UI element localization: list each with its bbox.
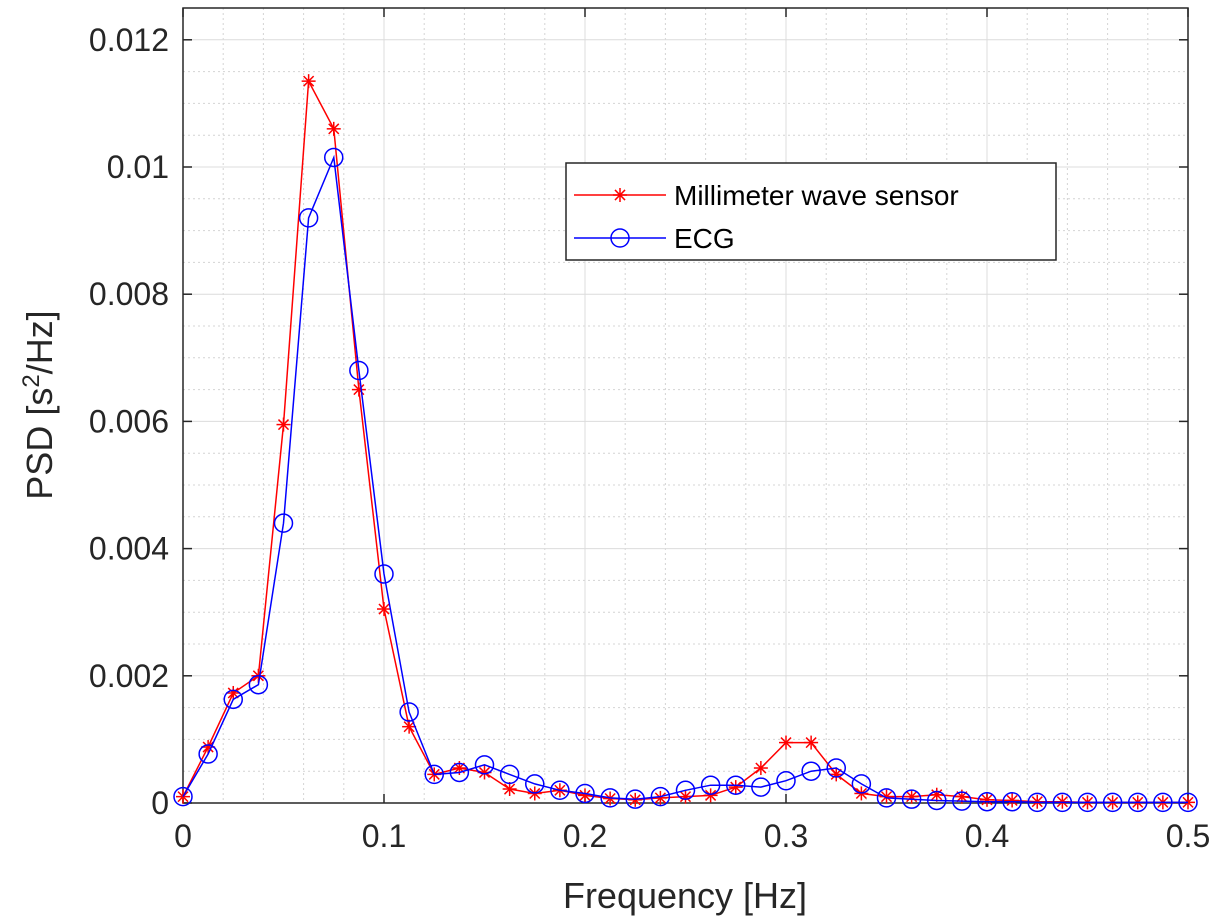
legend-label-millimeter: Millimeter wave sensor	[674, 180, 959, 211]
data-point-ecg	[1128, 792, 1148, 813]
data-point-ecg	[298, 208, 319, 228]
plot-area	[183, 8, 1188, 803]
data-point-ecg	[223, 689, 243, 710]
x-tick-label: 0.4	[965, 818, 1009, 854]
data-point-millimeter-wave	[276, 417, 291, 432]
data-point-ecg	[424, 764, 444, 785]
data-point-ecg	[1002, 791, 1022, 812]
x-axis-title: Frequency [Hz]	[563, 875, 807, 916]
data-point-millimeter-wave	[703, 788, 718, 803]
data-point-ecg	[1052, 792, 1073, 813]
y-tick-label: 0	[151, 785, 169, 821]
x-tick-label: 0.5	[1166, 818, 1210, 854]
y-axis-title-suffix: /Hz]	[19, 310, 60, 374]
data-point-ecg	[1102, 792, 1123, 813]
legend-circle-marker	[610, 228, 630, 248]
y-tick-label: 0.002	[89, 658, 169, 694]
data-point-ecg	[952, 791, 972, 811]
data-point-ecg	[801, 761, 821, 781]
data-point-ecg	[374, 564, 394, 584]
data-point-millimeter-wave	[678, 789, 693, 804]
data-point-ecg	[173, 786, 193, 807]
data-point-ecg	[751, 777, 771, 797]
data-point-ecg	[399, 702, 419, 722]
data-point-ecg	[851, 774, 872, 794]
data-point-millimeter-wave	[201, 740, 216, 755]
data-point-ecg	[324, 147, 344, 168]
legend-asterisk-marker	[613, 188, 627, 202]
data-point-ecg	[726, 775, 746, 795]
legend: Millimeter wave sensor ECG	[565, 162, 1057, 261]
legend-marker-ecg	[610, 228, 630, 248]
data-point-ecg	[876, 788, 897, 808]
data-point-ecg	[550, 780, 570, 801]
data-point-millimeter-wave	[829, 767, 844, 782]
x-tick-label: 0.1	[362, 818, 406, 854]
data-point-ecg	[927, 790, 947, 811]
data-point-millimeter-wave	[1005, 793, 1020, 808]
data-point-millimeter-wave	[351, 382, 366, 397]
data-point-millimeter-wave	[502, 782, 517, 797]
data-point-millimeter-wave	[980, 792, 994, 807]
data-point-ecg	[776, 770, 796, 791]
x-tick-label: 0.2	[563, 818, 607, 854]
data-point-millimeter-wave	[578, 788, 592, 803]
data-point-millimeter-wave	[301, 74, 316, 89]
data-point-millimeter-wave	[402, 719, 417, 734]
y-tick-label: 0.008	[89, 276, 169, 312]
data-point-millimeter-wave	[753, 761, 768, 776]
data-point-ecg	[449, 762, 470, 783]
data-point-ecg	[1153, 792, 1173, 813]
y-tick-label: 0.01	[107, 149, 169, 185]
y-tick-label: 0.004	[89, 531, 169, 567]
data-point-ecg	[273, 513, 294, 533]
x-tick-labels: 0 0.1 0.2 0.3 0.4 0.5	[174, 818, 1210, 854]
data-point-ecg	[349, 360, 369, 381]
data-point-millimeter-wave	[653, 790, 668, 805]
data-point-millimeter-wave	[728, 780, 743, 795]
y-axis-title-prefix: PSD [s	[19, 388, 60, 500]
data-point-millimeter-wave	[326, 121, 341, 136]
legend-label-ecg: ECG	[674, 223, 735, 254]
data-point-ecg	[1178, 792, 1198, 813]
y-tick-label: 0.012	[89, 22, 169, 58]
x-tick-label: 0.3	[764, 818, 808, 854]
data-point-ecg	[901, 789, 922, 809]
data-point-ecg	[625, 789, 645, 809]
data-point-ecg	[650, 786, 671, 807]
data-point-ecg	[575, 783, 595, 804]
series-layer	[173, 74, 1198, 813]
data-point-ecg	[700, 775, 721, 795]
data-point-ecg	[525, 774, 545, 794]
y-axis-title: PSD [s2/Hz]	[18, 310, 61, 499]
data-point-millimeter-wave	[779, 735, 793, 750]
legend-marker-millimeter	[613, 188, 627, 202]
x-tick-label: 0	[174, 818, 192, 854]
data-point-ecg	[977, 791, 997, 812]
data-point-ecg	[1027, 792, 1047, 813]
data-point-millimeter-wave	[804, 735, 819, 750]
data-point-ecg	[600, 788, 620, 808]
legend-box	[565, 162, 1057, 261]
data-point-millimeter-wave	[226, 685, 241, 700]
y-axis-title-superscript: 2	[18, 374, 45, 387]
data-point-ecg	[248, 674, 269, 695]
y-tick-label: 0.006	[89, 403, 169, 439]
data-point-ecg	[474, 755, 495, 775]
data-point-ecg	[675, 780, 696, 801]
data-point-millimeter-wave	[377, 602, 391, 617]
data-point-ecg	[499, 764, 520, 785]
y-tick-labels: 0 0.002 0.004 0.006 0.008 0.01 0.012	[89, 22, 169, 821]
data-point-ecg	[198, 744, 218, 764]
data-point-millimeter-wave	[879, 789, 894, 804]
data-point-millimeter-wave	[176, 789, 190, 804]
data-point-ecg	[1077, 792, 1098, 813]
data-point-ecg	[826, 758, 846, 778]
series-markers-ecg	[173, 147, 1198, 813]
